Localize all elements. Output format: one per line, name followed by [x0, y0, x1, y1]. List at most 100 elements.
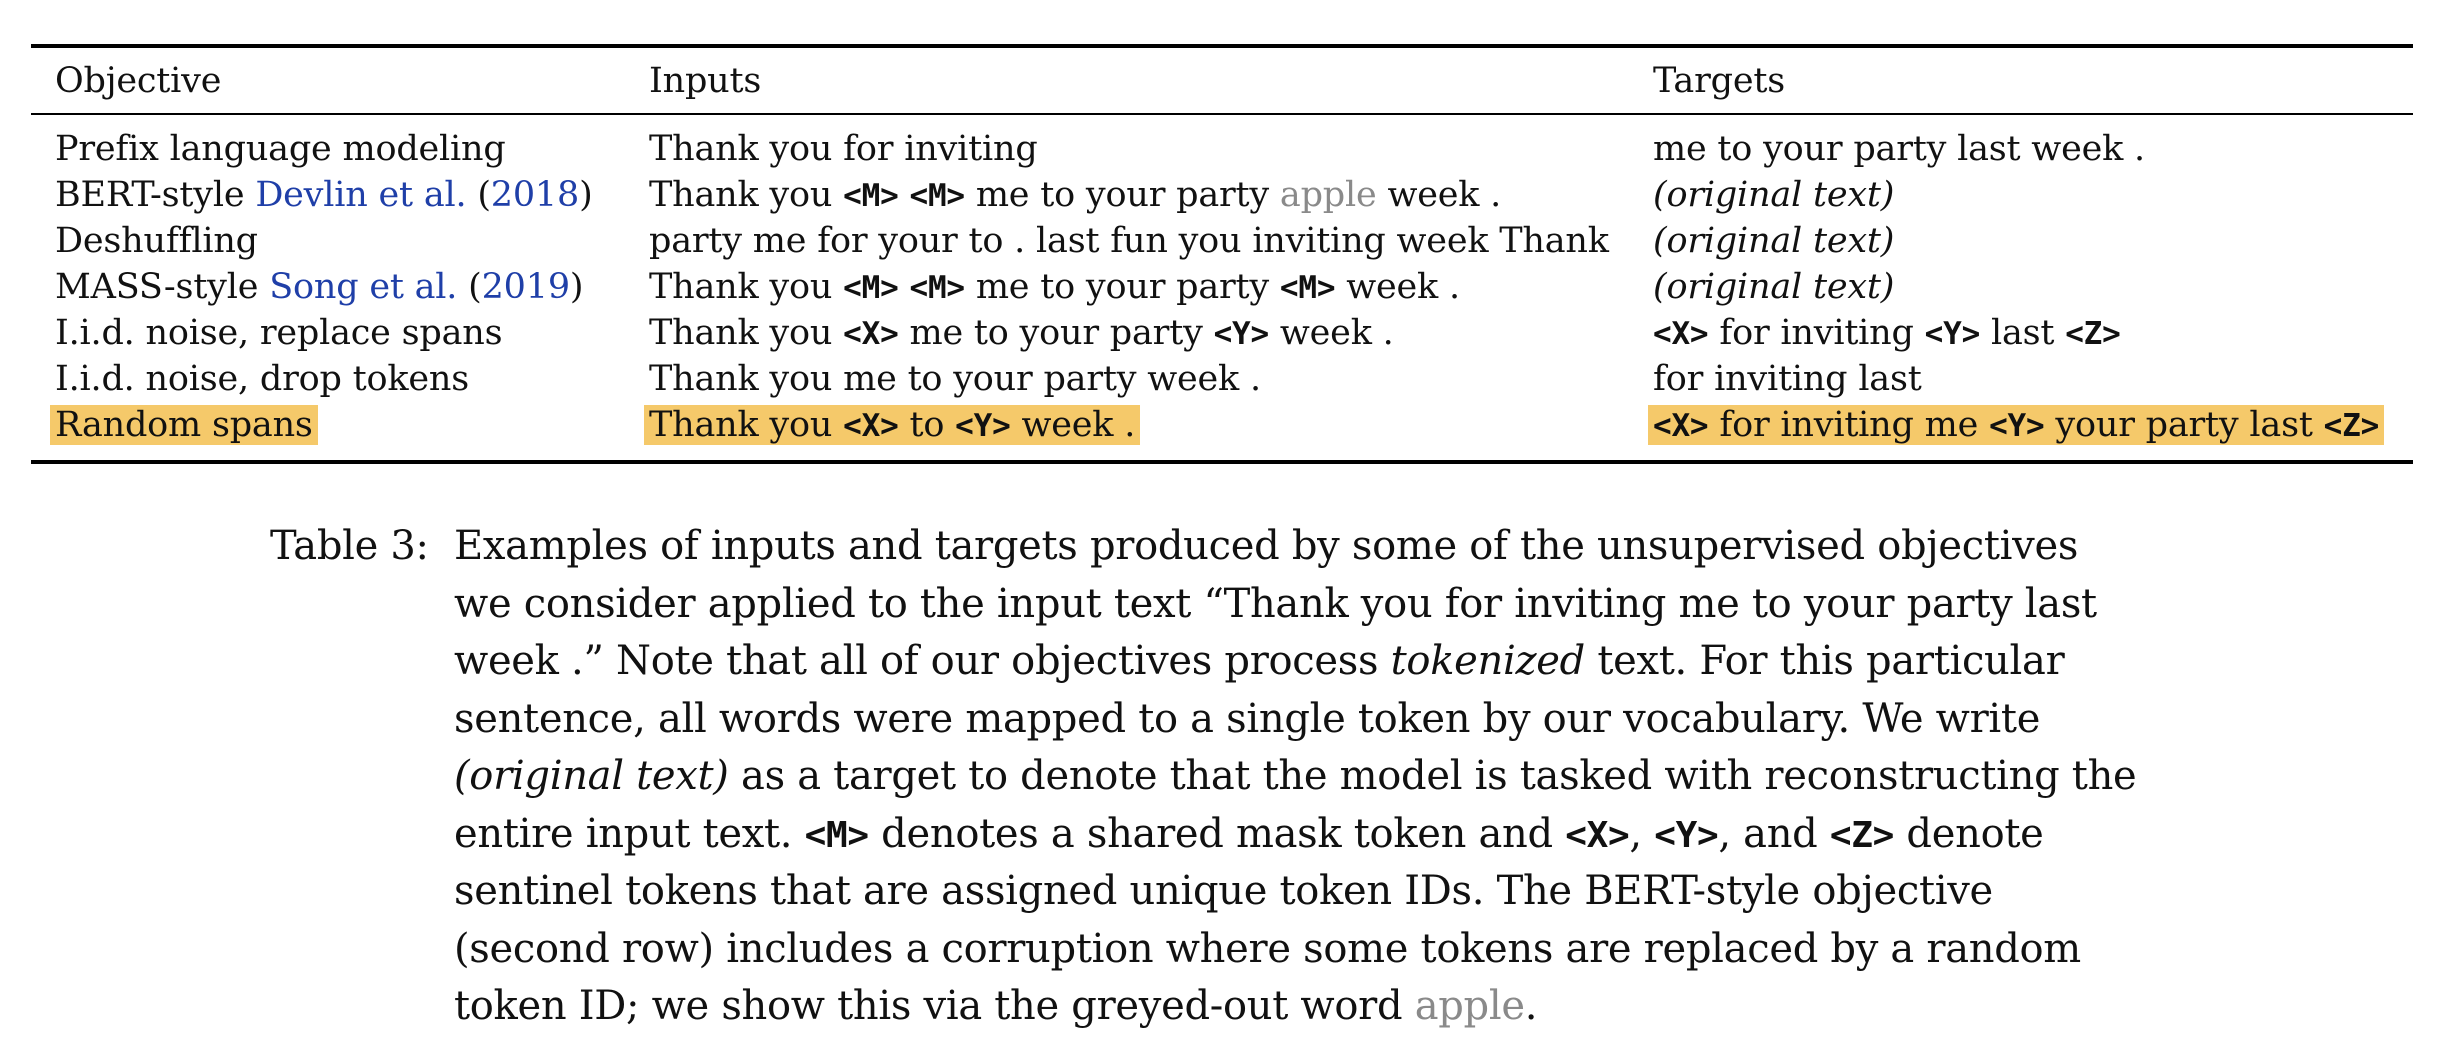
- targets-text: last: [1980, 313, 2066, 353]
- inputs-cell: Thank you <M> <M> me to your party <M> w…: [649, 265, 1460, 310]
- objective-text: Prefix language modeling: [55, 129, 506, 169]
- caption-text: sentence, all words were mapped to a sin…: [454, 695, 2041, 742]
- inputs-text: Thank you: [649, 267, 844, 307]
- sentinel-token: <Z>: [1829, 814, 1895, 856]
- objectives-table: Objective Inputs Targets Prefix language…: [31, 44, 2413, 464]
- sentinel-token: <Y>: [1654, 814, 1719, 856]
- objective-text: I.i.d. noise, replace spans: [55, 313, 503, 353]
- inputs-text: me to your party: [964, 175, 1280, 215]
- inputs-text: Thank you: [649, 405, 844, 445]
- caption-text: text. For this particular: [1584, 638, 2065, 684]
- inputs-text: [899, 175, 910, 215]
- caption-line: Table 3: Examples of inputs and targets p…: [270, 518, 2100, 576]
- table-bottom-rule: [31, 460, 2413, 464]
- inputs-cell: Thank you me to your party week .: [649, 357, 1261, 401]
- caption-text: entire input text.: [454, 810, 805, 857]
- inputs-text: to: [898, 405, 956, 445]
- table-row: I.i.d. noise, replace spans Thank you <X…: [31, 311, 2413, 357]
- objective-cell: Deshuffling: [55, 219, 258, 263]
- inputs-cell: Thank you <X> me to your party <Y> week …: [649, 311, 1394, 356]
- paren-text: ): [579, 175, 593, 215]
- caption-text: denotes a shared mask token and: [868, 810, 1566, 857]
- table-row-highlighted: Random spans Thank you <X> to <Y> week .…: [31, 403, 2413, 449]
- mask-token: <M>: [843, 270, 899, 306]
- table-row: Deshuffling party me for your to . last …: [31, 219, 2413, 265]
- targets-cell: (original text): [1653, 265, 1894, 309]
- sentinel-token: <X>: [843, 316, 899, 352]
- sentinel-token: <Y>: [1213, 316, 1270, 352]
- inputs-text: me to your party: [898, 313, 1214, 353]
- table-caption: Table 3: Examples of inputs and targets p…: [270, 518, 2137, 1036]
- caption-text: denote: [1894, 810, 2044, 857]
- inputs-text: week .: [1010, 405, 1136, 445]
- inputs-cell: Thank you <M> <M> me to your party apple…: [649, 173, 1501, 218]
- header-objective: Objective: [55, 61, 222, 101]
- citation-year-link[interactable]: 2019: [481, 267, 570, 307]
- inputs-text: [899, 267, 910, 307]
- objective-cell: Random spans: [50, 403, 318, 447]
- objective-cell: I.i.d. noise, drop tokens: [55, 357, 469, 401]
- objective-text: Random spans: [55, 405, 313, 445]
- caption-italic-word: tokenized: [1390, 638, 1586, 684]
- targets-text: (original text): [1653, 267, 1895, 307]
- objective-cell: MASS-style Song et al. (2019): [55, 265, 584, 309]
- caption-line: sentinel tokens that are assigned unique…: [270, 863, 2100, 921]
- highlight-mark: Random spans: [50, 405, 318, 445]
- objective-text: BERT-style: [55, 175, 256, 215]
- inputs-text: party me for your to . last fun you invi…: [649, 221, 1609, 261]
- inputs-text: Thank you: [649, 313, 844, 353]
- citation-link[interactable]: Song et al.: [269, 267, 458, 307]
- table-top-rule: [31, 44, 2413, 48]
- targets-text: for inviting me: [1708, 405, 1990, 445]
- inputs-text: week .: [1376, 175, 1502, 215]
- targets-text: (original text): [1653, 221, 1895, 261]
- targets-cell: (original text): [1653, 219, 1894, 263]
- caption-text: (second row) includes a corruption where…: [454, 925, 2081, 972]
- inputs-text: Thank you: [649, 175, 844, 215]
- table-row: Prefix language modeling Thank you for i…: [31, 127, 2413, 173]
- targets-text: me to your party last week .: [1653, 129, 2145, 169]
- inputs-text: week .: [1268, 313, 1394, 353]
- caption-line: token ID; we show this via the greyed-ou…: [270, 978, 2100, 1036]
- caption-text: sentinel tokens that are assigned unique…: [454, 868, 1993, 914]
- sentinel-token: <Y>: [1989, 408, 2045, 444]
- citation-year-link[interactable]: 2018: [490, 175, 580, 215]
- inputs-text: Thank you for inviting: [649, 129, 1038, 169]
- mask-token: <M>: [804, 814, 869, 856]
- targets-text: (original text): [1653, 175, 1895, 215]
- mask-token: <M>: [843, 178, 899, 214]
- caption-text: week .” Note that all of our objectives …: [454, 638, 1391, 684]
- header-inputs: Inputs: [649, 61, 762, 101]
- sentinel-token: <Y>: [955, 408, 1011, 444]
- paren-text: ): [569, 267, 584, 307]
- sentinel-token: <X>: [1565, 814, 1630, 856]
- sentinel-token: <Z>: [2065, 316, 2121, 352]
- inputs-cell: party me for your to . last fun you invi…: [649, 219, 1609, 263]
- citation-link[interactable]: Devlin et al.: [255, 175, 467, 215]
- targets-cell: <X> for inviting me <Y> your party last …: [1648, 403, 2385, 448]
- objective-text: Deshuffling: [55, 221, 258, 261]
- mask-token: <M>: [909, 178, 965, 214]
- inputs-text: me to your party: [964, 267, 1280, 307]
- caption-line: sentence, all words were mapped to a sin…: [270, 691, 2100, 749]
- caption-text: we consider applied to the input text “T…: [454, 580, 2097, 627]
- caption-text: Examples of inputs and targets produced …: [454, 523, 2079, 569]
- inputs-cell: Thank you <X> to <Y> week .: [644, 403, 1141, 448]
- caption-text: .: [1524, 983, 1538, 1029]
- mask-token: <M>: [1279, 270, 1336, 306]
- targets-text: for inviting: [1708, 313, 1925, 353]
- objective-text: MASS-style: [55, 267, 270, 307]
- caption-text: as a target to denote that the model is …: [728, 753, 2137, 799]
- targets-cell: for inviting last: [1653, 357, 1922, 401]
- caption-text: , and: [1718, 810, 1830, 857]
- caption-line: (second row) includes a corruption where…: [270, 921, 2100, 979]
- targets-cell: (original text): [1653, 173, 1894, 217]
- sentinel-token: <X>: [1653, 408, 1709, 444]
- objective-text: I.i.d. noise, drop tokens: [55, 359, 469, 399]
- inputs-cell: Thank you for inviting: [649, 127, 1038, 171]
- inputs-text: Thank you me to your party week .: [649, 359, 1261, 399]
- highlight-mark: Thank you <X> to <Y> week .: [644, 405, 1141, 445]
- objective-cell: I.i.d. noise, replace spans: [55, 311, 503, 355]
- caption-label: Table 3:: [270, 523, 429, 569]
- table-header-row: Objective Inputs Targets: [31, 59, 2413, 111]
